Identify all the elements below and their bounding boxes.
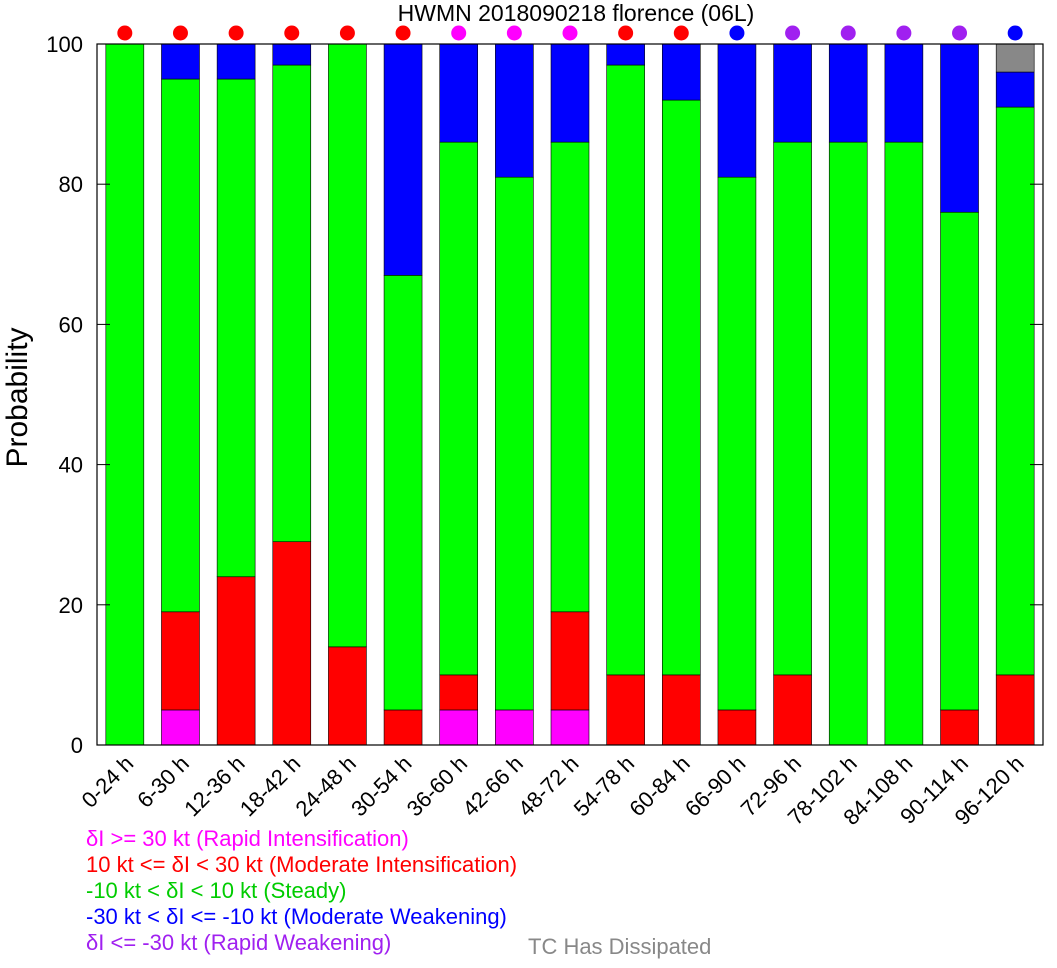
x-tick-label: 60-84 h [624, 751, 694, 821]
top-marker [896, 25, 912, 41]
top-marker [952, 25, 968, 41]
bar-steady [328, 43, 367, 648]
top-marker [117, 25, 133, 41]
bar-mw [995, 71, 1035, 108]
top-marker [172, 25, 188, 41]
bar-mw [828, 43, 868, 143]
bar-mi [717, 709, 757, 746]
bar-steady [940, 211, 979, 711]
bar-mi [216, 576, 256, 746]
bar-ri [495, 709, 534, 746]
x-tick-label: 36-60 h [402, 751, 472, 821]
legend-dissipated: TC Has Dissipated [528, 934, 712, 959]
bar-steady [717, 176, 757, 711]
bar-mw [161, 43, 200, 80]
bar-mw [773, 43, 812, 143]
bar-mw [495, 43, 534, 178]
x-tick-label: 42-66 h [457, 751, 527, 821]
bar-mi [383, 709, 423, 746]
bar-mw [940, 43, 979, 213]
legend: δI >= 30 kt (Rapid Intensification) 10 k… [86, 826, 517, 956]
bar-steady [995, 106, 1035, 676]
bar-mw [216, 43, 256, 80]
plot-frame [96, 43, 1044, 746]
bar-mw [717, 43, 757, 178]
top-marker [284, 25, 300, 41]
legend-moderate-weakening: -30 kt < δI <= -10 kt (Moderate Weakenin… [86, 904, 507, 929]
legend-rapid-intensification: δI >= 30 kt (Rapid Intensification) [86, 826, 409, 851]
bar-steady [773, 141, 812, 676]
chart-title: HWMN 2018090218 florence (06L) [398, 0, 755, 26]
x-tick-label: 24-48 h [291, 751, 361, 821]
bar-ri [550, 709, 590, 746]
x-tick-label: 30-54 h [346, 751, 416, 821]
bar-mw [383, 43, 423, 276]
bar-mi [773, 674, 812, 746]
bar-steady [828, 141, 868, 746]
bar-steady [216, 78, 256, 578]
bar-mw [884, 43, 924, 143]
bar-steady [161, 78, 200, 613]
bar-ri [161, 709, 200, 746]
bar-mw [606, 43, 645, 66]
bar-mi [995, 674, 1035, 746]
y-tick-label: 100 [46, 32, 83, 57]
top-marker [562, 25, 578, 41]
x-tick-label: 66-90 h [680, 751, 750, 821]
bar-mi [661, 674, 701, 746]
bar-steady [550, 141, 590, 613]
bar-dissipated [995, 43, 1035, 73]
y-tick-label: 20 [59, 593, 83, 618]
x-tick-label: 48-72 h [513, 751, 583, 821]
legend-moderate-intensification: 10 kt <= δI < 30 kt (Moderate Intensific… [86, 852, 518, 877]
top-marker [451, 25, 467, 41]
top-marker [618, 25, 634, 41]
top-marker [673, 25, 689, 41]
bar-steady [383, 275, 423, 711]
y-tick-label: 0 [71, 733, 83, 758]
bar-steady [272, 64, 312, 543]
bar-mi [328, 646, 367, 746]
top-marker [785, 25, 801, 41]
bar-steady [439, 141, 479, 676]
bar-steady [606, 64, 645, 676]
bar-mw [272, 43, 312, 66]
top-marker [840, 25, 856, 41]
x-tick-label: 54-78 h [569, 751, 639, 821]
y-axis-label: Probability [1, 327, 34, 467]
bar-mi [940, 709, 979, 746]
y-tick-label: 80 [59, 172, 83, 197]
legend-rapid-weakening: δI <= -30 kt (Rapid Weakening) [86, 930, 392, 955]
bar-steady [105, 43, 145, 746]
top-marker [228, 25, 244, 41]
top-marker [1007, 25, 1023, 41]
x-tick-label: 12-36 h [179, 751, 249, 821]
bar-mi [550, 611, 590, 711]
top-marker [729, 25, 745, 41]
top-marker [339, 25, 355, 41]
bar-mw [550, 43, 590, 143]
bar-steady [495, 176, 534, 711]
bar-steady [884, 141, 924, 746]
bar-steady [661, 99, 701, 676]
top-marker [395, 25, 411, 41]
bar-mi [272, 541, 312, 746]
bar-mw [661, 43, 701, 101]
x-tick-label: 18-42 h [235, 751, 305, 821]
bar-mi [606, 674, 645, 746]
y-tick-label: 40 [59, 453, 83, 478]
legend-steady: -10 kt < δI < 10 kt (Steady) [86, 878, 347, 903]
y-tick-label: 60 [59, 312, 83, 337]
bar-mw [439, 43, 479, 143]
bar-ri [439, 709, 479, 746]
bar-mi [161, 611, 200, 711]
x-tick-label: 0-24 h [77, 751, 139, 813]
top-marker [506, 25, 522, 41]
bar-mi [439, 674, 479, 711]
